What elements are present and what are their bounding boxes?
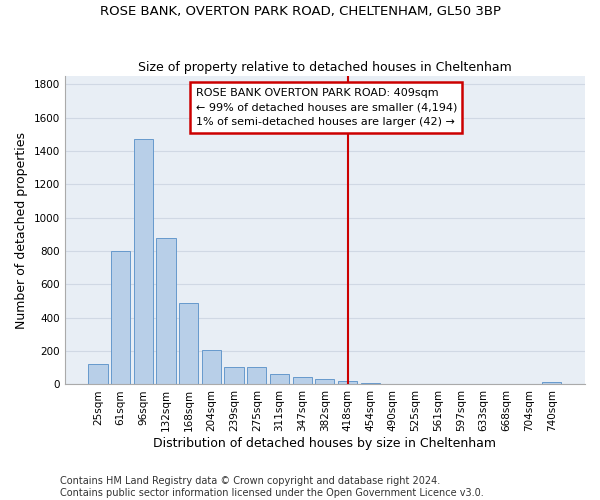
- Bar: [315, 378, 334, 384]
- X-axis label: Distribution of detached houses by size in Cheltenham: Distribution of detached houses by size …: [154, 437, 496, 450]
- Bar: [111, 251, 130, 384]
- Bar: [293, 377, 312, 384]
- Bar: [202, 350, 221, 384]
- Bar: [270, 374, 289, 384]
- Text: ROSE BANK, OVERTON PARK ROAD, CHELTENHAM, GL50 3BP: ROSE BANK, OVERTON PARK ROAD, CHELTENHAM…: [100, 5, 500, 18]
- Bar: [224, 367, 244, 384]
- Bar: [134, 140, 153, 384]
- Text: ROSE BANK OVERTON PARK ROAD: 409sqm
← 99% of detached houses are smaller (4,194): ROSE BANK OVERTON PARK ROAD: 409sqm ← 99…: [196, 88, 457, 128]
- Bar: [157, 238, 176, 384]
- Bar: [361, 383, 380, 384]
- Bar: [542, 382, 562, 384]
- Bar: [247, 367, 266, 384]
- Bar: [179, 303, 199, 384]
- Bar: [338, 381, 357, 384]
- Y-axis label: Number of detached properties: Number of detached properties: [15, 132, 28, 329]
- Bar: [88, 364, 107, 384]
- Title: Size of property relative to detached houses in Cheltenham: Size of property relative to detached ho…: [138, 60, 512, 74]
- Text: Contains HM Land Registry data © Crown copyright and database right 2024.
Contai: Contains HM Land Registry data © Crown c…: [60, 476, 484, 498]
